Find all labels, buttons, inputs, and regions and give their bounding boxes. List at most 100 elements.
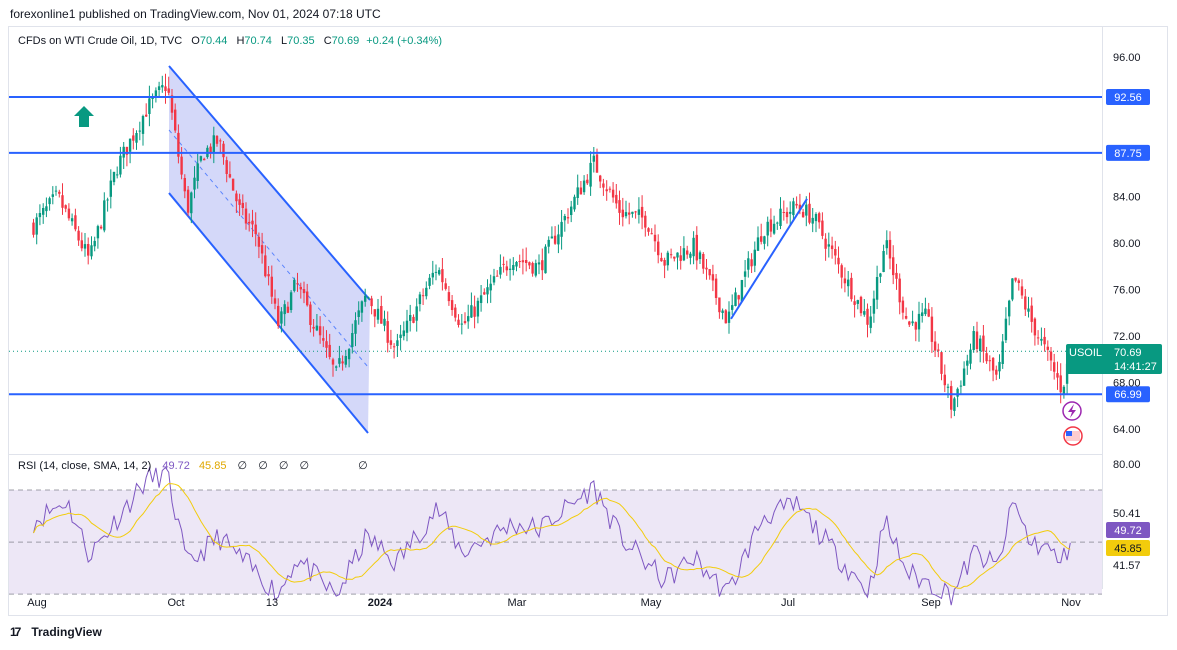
candle-body (911, 321, 914, 324)
candle-body (386, 321, 389, 343)
candle-body (708, 269, 711, 276)
candle-body (1004, 318, 1008, 341)
candle-body (669, 254, 673, 256)
candle-body (402, 330, 405, 337)
pane-divider (9, 454, 1102, 455)
candle-body (74, 215, 77, 230)
candle-body (470, 305, 473, 318)
candle-body (769, 219, 773, 232)
candle-body (280, 311, 283, 324)
candle-body (499, 266, 502, 275)
candle-body (573, 196, 576, 210)
candle-body (1017, 280, 1020, 283)
candle-body (370, 298, 373, 307)
candle-body (731, 305, 734, 310)
candle-body (302, 289, 306, 294)
candle-body (145, 114, 148, 117)
candle-body (1049, 351, 1053, 361)
candle-body (496, 275, 499, 277)
candle-body (553, 235, 557, 244)
candle-body (467, 316, 470, 322)
candle-body (248, 221, 251, 224)
candle-body (235, 193, 238, 202)
price-tick-label: 96.00 (1113, 52, 1141, 64)
na-marker: ∅ (237, 460, 248, 472)
candle-body (90, 245, 93, 257)
candle-body (827, 244, 830, 247)
candle-body (869, 316, 872, 328)
candle-body (209, 146, 212, 153)
candle-body (428, 277, 431, 286)
candle-body (650, 233, 653, 235)
candle-body (119, 155, 122, 175)
candle-body (824, 238, 827, 249)
candle-body (811, 217, 814, 224)
candle-body (447, 292, 451, 302)
rsi-value-tag (1106, 522, 1150, 538)
candle-body (219, 140, 222, 142)
candle-body (415, 306, 418, 321)
candle-body (441, 269, 444, 283)
candle-body (438, 270, 441, 275)
candle-body (801, 211, 805, 218)
candle-body (267, 274, 270, 277)
brand-label: TradingView (31, 625, 102, 639)
candle-body (1043, 336, 1046, 345)
candle-body (61, 195, 64, 208)
candle-body (231, 178, 235, 191)
candle-body (579, 187, 583, 195)
tradingview-brand[interactable]: 17 TradingView (10, 625, 102, 639)
candle-body (834, 249, 837, 256)
candle-body (244, 208, 248, 224)
candle-body (740, 280, 744, 302)
candle-body (1059, 375, 1062, 393)
candle-body (750, 259, 753, 267)
close-value: 70.69 (331, 35, 360, 47)
high-value: 70.74 (244, 35, 272, 47)
candle-body (933, 341, 937, 351)
candle-body (1024, 296, 1027, 310)
candle-body (547, 239, 550, 247)
candle-body (950, 386, 953, 410)
candle-body (325, 341, 328, 348)
price-tick-label: 84.00 (1113, 192, 1141, 204)
candle-body (80, 240, 83, 249)
candle-body (376, 308, 380, 320)
candle-body (421, 295, 425, 297)
candle-body (666, 252, 669, 266)
candle-body (966, 360, 969, 366)
candle-body (492, 276, 496, 283)
candle-body (257, 236, 261, 247)
candle-body (502, 263, 505, 265)
candle-body (763, 236, 766, 244)
candle-body (537, 262, 541, 265)
last-price-tag (1066, 344, 1162, 374)
candle-body (483, 292, 486, 295)
candle-body (743, 271, 747, 277)
channel-median-line (168, 129, 369, 368)
candle-body (463, 321, 467, 323)
candle-body (322, 338, 325, 341)
rsi-tick-label: 41.57 (1113, 560, 1141, 572)
candle-body (962, 368, 966, 386)
candle-body (647, 228, 650, 232)
candle-body (969, 349, 972, 364)
candle-body (521, 260, 525, 263)
candle-body (296, 283, 299, 285)
time-tick-label: 13 (266, 597, 278, 609)
candle-body (1008, 300, 1011, 317)
candle-body (734, 292, 737, 306)
candle-body (624, 212, 628, 217)
candle-body (589, 162, 592, 187)
candle-body (901, 300, 905, 313)
candle-body (338, 358, 341, 364)
candle-body (476, 300, 480, 317)
candle-body (42, 208, 45, 215)
candle-body (132, 135, 135, 141)
na-marker: ∅ (358, 460, 368, 472)
candle-body (557, 234, 560, 245)
candle-body (1046, 346, 1049, 350)
candle-body (705, 267, 708, 270)
candle-body (186, 189, 190, 213)
